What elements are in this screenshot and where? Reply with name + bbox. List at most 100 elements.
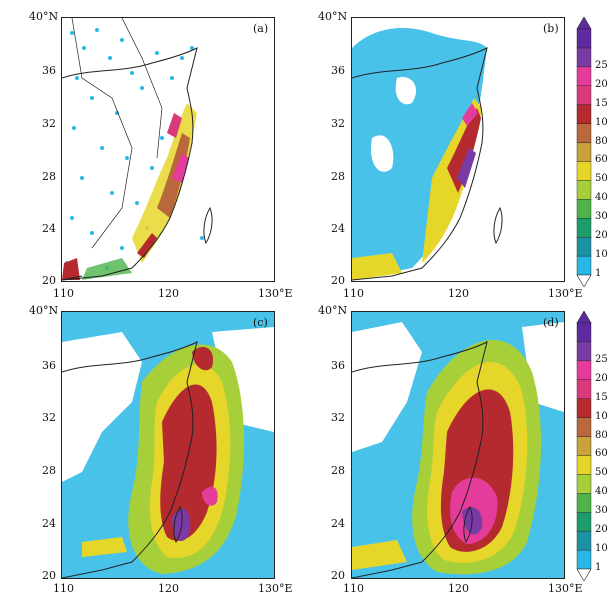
colorbar-tick-label: 150 bbox=[595, 391, 608, 403]
colorbar-swatch bbox=[576, 123, 592, 143]
colorbar-swatch bbox=[576, 512, 592, 532]
lat-tick-32: 32 bbox=[331, 411, 345, 424]
lat-tick-40: 40°N bbox=[318, 304, 348, 317]
lat-tick-36: 36 bbox=[331, 64, 345, 77]
colorbar-swatch bbox=[576, 85, 592, 105]
colorbar-tick-label: 60 bbox=[595, 154, 608, 166]
colorbar-swatch bbox=[576, 398, 592, 418]
lat-tick-40: 40°N bbox=[29, 304, 59, 317]
lat-tick-36: 36 bbox=[42, 64, 56, 77]
precip-map-d bbox=[352, 312, 564, 578]
colorbar-swatch bbox=[576, 530, 592, 551]
colorbar-tick-label: 100 bbox=[595, 116, 608, 128]
lon-tick-120: 120 bbox=[448, 287, 469, 300]
colorbar-swatch bbox=[576, 161, 592, 181]
colorbar-swatch bbox=[576, 236, 592, 257]
lon-tick-130: 130°E bbox=[548, 287, 583, 300]
lat-tick-28: 28 bbox=[331, 170, 345, 183]
colorbar-arrow-top bbox=[576, 310, 592, 324]
colorbar-top: 1 10 20 30 40 50 60 80 100 150 200 250 bbox=[575, 16, 608, 288]
panel-label-a: (a) bbox=[253, 22, 269, 35]
lat-tick-28: 28 bbox=[42, 464, 56, 477]
colorbar-swatch bbox=[576, 199, 592, 219]
lon-tick-110: 110 bbox=[53, 287, 74, 300]
colorbar-tick-label: 1 bbox=[595, 562, 602, 573]
station-points bbox=[65, 28, 204, 270]
panel-label-c: (c) bbox=[253, 316, 268, 329]
lat-tick-36: 36 bbox=[42, 359, 56, 372]
lat-tick-28: 28 bbox=[331, 464, 345, 477]
lat-tick-24: 24 bbox=[42, 222, 56, 235]
map-panel-a bbox=[61, 17, 275, 282]
colorbar-swatch bbox=[576, 255, 592, 276]
lat-tick-28: 28 bbox=[42, 170, 56, 183]
lon-tick-110: 110 bbox=[343, 582, 364, 595]
colorbar-swatch bbox=[576, 322, 592, 343]
colorbar-swatch bbox=[576, 104, 592, 124]
colorbar-bottom-swatches bbox=[576, 310, 592, 582]
colorbar-swatch bbox=[576, 417, 592, 437]
precip-map-c bbox=[62, 312, 274, 578]
colorbar-arrow-bottom bbox=[576, 274, 592, 288]
colorbar-tick-label: 100 bbox=[595, 410, 608, 422]
colorbar-tick-label: 250 bbox=[595, 59, 608, 71]
colorbar-swatch bbox=[576, 493, 592, 513]
colorbar-tick-label: 80 bbox=[595, 135, 608, 147]
colorbar-tick-label: 30 bbox=[595, 211, 608, 223]
lat-tick-32: 32 bbox=[331, 117, 345, 130]
colorbar-tick-label: 50 bbox=[595, 467, 608, 479]
lat-tick-40: 40°N bbox=[29, 10, 59, 23]
colorbar-swatch bbox=[576, 66, 592, 86]
precip-map-b bbox=[352, 18, 564, 281]
colorbar-swatch bbox=[576, 341, 592, 362]
lon-tick-120: 120 bbox=[158, 287, 179, 300]
colorbar-swatch bbox=[576, 549, 592, 570]
colorbar-swatch bbox=[576, 379, 592, 399]
lat-tick-36: 36 bbox=[331, 359, 345, 372]
colorbar-tick-label: 200 bbox=[595, 78, 608, 90]
lat-tick-20: 20 bbox=[331, 569, 345, 582]
colorbar-swatch bbox=[576, 47, 592, 68]
map-panel-b bbox=[351, 17, 565, 282]
lat-tick-32: 32 bbox=[42, 117, 56, 130]
colorbar-bottom: 1 10 20 30 40 50 60 80 100 150 200 250 bbox=[575, 310, 608, 582]
lat-tick-20: 20 bbox=[42, 274, 56, 287]
colorbar-swatch bbox=[576, 218, 592, 238]
lon-tick-130: 130°E bbox=[548, 582, 583, 595]
colorbar-swatch bbox=[576, 142, 592, 162]
lat-tick-24: 24 bbox=[331, 222, 345, 235]
colorbar-tick-label: 40 bbox=[595, 486, 608, 498]
lat-tick-24: 24 bbox=[42, 517, 56, 530]
panel-label-d: (d) bbox=[543, 316, 559, 329]
lat-tick-40: 40°N bbox=[318, 10, 348, 23]
colorbar-top-swatches bbox=[576, 16, 592, 288]
colorbar-swatch bbox=[576, 180, 592, 200]
colorbar-tick-label: 1 bbox=[595, 268, 602, 279]
precip-map-a bbox=[62, 18, 213, 281]
colorbar-tick-label: 20 bbox=[595, 524, 608, 536]
lat-tick-20: 20 bbox=[331, 274, 345, 287]
colorbar-arrow-top bbox=[576, 16, 592, 30]
lat-tick-24: 24 bbox=[331, 517, 345, 530]
colorbar-tick-label: 20 bbox=[595, 230, 608, 242]
colorbar-tick-label: 250 bbox=[595, 353, 608, 365]
lon-tick-120: 120 bbox=[158, 582, 179, 595]
colorbar-swatch bbox=[576, 360, 592, 380]
lon-tick-110: 110 bbox=[53, 582, 74, 595]
lon-tick-110: 110 bbox=[343, 287, 364, 300]
colorbar-swatch bbox=[576, 28, 592, 49]
colorbar-arrow-bottom bbox=[576, 568, 592, 582]
colorbar-tick-label: 200 bbox=[595, 372, 608, 384]
lat-tick-32: 32 bbox=[42, 411, 56, 424]
colorbar-tick-label: 10 bbox=[595, 543, 608, 555]
lon-tick-130: 130°E bbox=[258, 287, 293, 300]
colorbar-tick-label: 40 bbox=[595, 192, 608, 204]
colorbar-swatch bbox=[576, 436, 592, 456]
colorbar-tick-label: 150 bbox=[595, 97, 608, 109]
lon-tick-130: 130°E bbox=[258, 582, 293, 595]
colorbar-swatch bbox=[576, 455, 592, 475]
map-panel-c bbox=[61, 311, 275, 579]
colorbar-tick-label: 60 bbox=[595, 448, 608, 460]
colorbar-tick-label: 30 bbox=[595, 505, 608, 517]
colorbar-swatch bbox=[576, 474, 592, 494]
